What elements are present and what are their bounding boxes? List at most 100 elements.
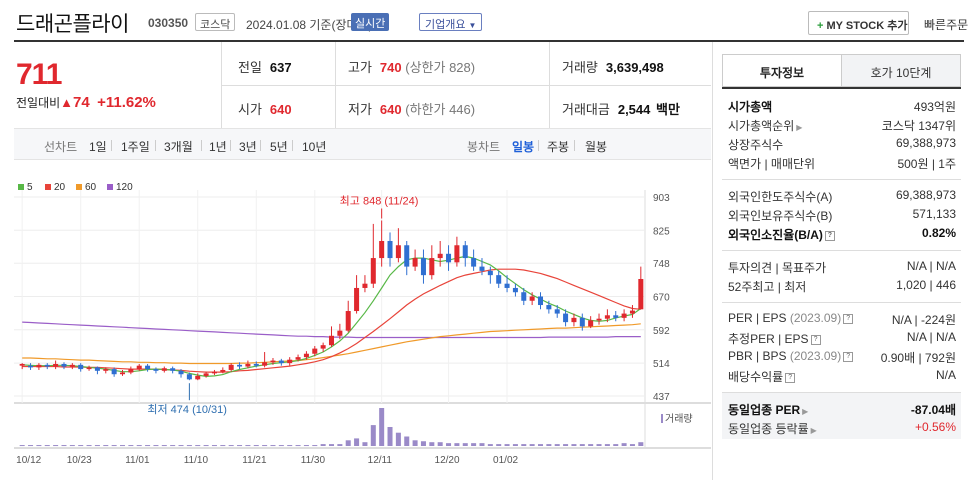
industry-per-label: 동일업종 PER (728, 403, 801, 417)
candle-body (278, 360, 284, 364)
plus-icon: + (817, 20, 824, 32)
period-10y[interactable]: 10년 (302, 140, 327, 154)
candle-body (312, 348, 318, 354)
x-tick-label: 11/30 (301, 455, 326, 466)
foreign-ratio-row: 외국인소진율(B/A)? 0.82% (728, 226, 956, 242)
help-icon[interactable]: ? (824, 230, 835, 241)
cap-rank-row: 시가총액순위 ▶ 코스닥 1347위 (728, 117, 956, 133)
chart-toolbar: 선차트 1일 1주일 3개월 1년 3년 5년 10년 봉차트 일봉 주봉 월봉 (14, 128, 711, 160)
volume-bar (278, 445, 284, 447)
volume-bar (178, 445, 184, 447)
candle-body (420, 258, 426, 276)
candle-body (170, 368, 176, 371)
help-icon[interactable]: ? (843, 351, 854, 362)
candle-body (345, 311, 351, 331)
help-icon[interactable]: ? (785, 372, 796, 383)
pbr-period: (2023.09) (789, 349, 842, 363)
period-3m[interactable]: 3개월 (164, 140, 193, 154)
candle-body (362, 283, 368, 288)
tab-divider (722, 87, 961, 89)
per-value: N/A | -224원 (891, 313, 956, 327)
volume-bar (512, 444, 518, 446)
legend-ma120: 120 (107, 182, 133, 193)
candle-body (487, 270, 493, 276)
volume-bar (161, 445, 167, 447)
candle-body (496, 275, 502, 284)
legend-swatch (76, 184, 82, 191)
candle-monthly[interactable]: 월봉 (585, 140, 608, 154)
industry-per-row: 동일업종 PER ▶ -87.04배 (728, 401, 956, 417)
volume-bar (420, 441, 426, 446)
volume-bar (312, 445, 318, 447)
stock-code: 030350 (148, 16, 189, 30)
x-tick-label: 01/02 (493, 455, 518, 466)
industry-rate-value: +0.56% (914, 420, 956, 434)
help-icon[interactable]: ? (810, 334, 821, 345)
legend-ma60: 60 (76, 182, 96, 193)
tab-invest-info[interactable]: 투자정보 (723, 55, 842, 86)
candle-body (161, 368, 167, 371)
period-3y[interactable]: 3년 (239, 140, 257, 154)
candle-body (78, 364, 84, 370)
period-1y[interactable]: 1년 (209, 140, 227, 154)
candle-body (429, 258, 435, 276)
volume: 거래량 3,639,498 (562, 57, 664, 76)
volume-bar (270, 445, 276, 447)
volume-bar (61, 445, 67, 447)
volume-bar (19, 445, 25, 447)
volume-bar (337, 444, 343, 446)
volume-bar (596, 444, 602, 446)
candle-body (111, 369, 117, 375)
period-5y[interactable]: 5년 (270, 140, 288, 154)
candle-body (328, 335, 335, 346)
my-stock-add-button[interactable]: + MY STOCK 추가 (808, 11, 909, 35)
volume-bar (454, 443, 460, 446)
legend-label: 5 (27, 182, 33, 193)
candle-body (211, 371, 217, 374)
volume-bar (379, 408, 385, 446)
up-triangle-icon: ▲ (60, 95, 74, 110)
volume-bar (36, 445, 42, 447)
volume-bar (521, 444, 527, 446)
candle-body (153, 369, 159, 371)
candle-body (404, 245, 410, 267)
price-chart[interactable]: 903 825 748 670 592 514 437 10/12 10/23 11/01 11/1… (0, 190, 712, 480)
candle-body (303, 353, 309, 358)
pbr-row: PBR | BPS (2023.09)? 0.90배 | 792원 (728, 349, 956, 365)
volume-bar (471, 443, 477, 446)
volume-bar (303, 445, 309, 447)
volume-bar (195, 445, 201, 447)
foreign-hold-row: 외국인보유주식수(B) 571,133 (728, 207, 956, 223)
period-1w[interactable]: 1주일 (121, 140, 150, 154)
market-cap-value: 493억원 (913, 100, 956, 114)
tab-orderbook[interactable]: 호가 10단계 (842, 55, 960, 86)
volume-bar (429, 442, 435, 446)
candle-body (629, 310, 635, 314)
chevron-right-icon: ▶ (796, 123, 803, 132)
ma5-line (22, 255, 642, 378)
industry-box (722, 393, 961, 439)
realtime-button[interactable]: 실시간 (351, 13, 390, 31)
day-low: 저가 640 (하한가 446) (348, 99, 475, 118)
high-annotation: 최고 848 (11/24) (340, 194, 419, 207)
candle-body (613, 315, 619, 318)
help-icon[interactable]: ? (843, 313, 854, 324)
company-info-dropdown[interactable]: 기업개요 ▼ (419, 13, 483, 31)
period-1d[interactable]: 1일 (89, 140, 107, 154)
legend-swatch (18, 184, 24, 191)
divider (722, 250, 961, 251)
candle-body (370, 258, 376, 284)
divider (722, 392, 961, 393)
volume-bar (128, 445, 134, 447)
foreign-ratio-label: 외국인소진율(B/A) (728, 228, 823, 242)
market-cap-label: 시가총액 (728, 100, 773, 114)
candle-daily[interactable]: 일봉 (512, 140, 535, 154)
x-tick-label: 10/23 (67, 455, 92, 466)
open-label: 시가 (238, 102, 262, 117)
quick-order-link[interactable]: 빠른주문 (924, 18, 969, 32)
candle-chart-label: 봉차트 (467, 140, 501, 154)
candle-body (186, 374, 192, 380)
candle-body (479, 266, 485, 271)
candle-weekly[interactable]: 주봉 (547, 140, 570, 154)
volume-bar (563, 444, 569, 446)
